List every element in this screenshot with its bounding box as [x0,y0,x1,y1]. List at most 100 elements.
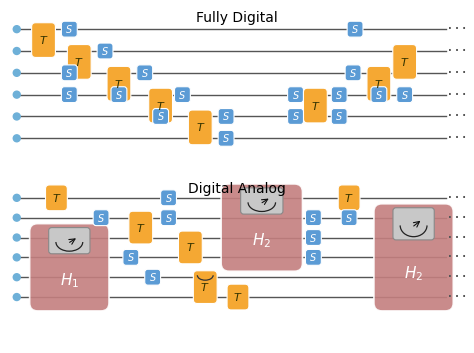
Text: $S$: $S$ [65,67,73,79]
FancyBboxPatch shape [129,211,153,244]
FancyBboxPatch shape [111,87,127,103]
FancyBboxPatch shape [67,44,91,79]
Text: $S$: $S$ [127,251,135,263]
FancyBboxPatch shape [338,185,360,211]
Text: $S$: $S$ [310,212,317,224]
Text: $S$: $S$ [65,23,73,35]
Text: $S$: $S$ [115,89,123,101]
FancyBboxPatch shape [331,108,347,124]
Text: $S$: $S$ [222,132,230,144]
Text: · · ·: · · · [448,272,466,282]
Text: $S$: $S$ [401,89,409,101]
Text: $S$: $S$ [349,67,357,79]
Text: · · ·: · · · [448,133,466,143]
FancyBboxPatch shape [46,185,67,211]
Text: · · ·: · · · [448,292,466,302]
FancyBboxPatch shape [161,190,176,206]
Circle shape [13,48,20,54]
Circle shape [13,91,20,98]
FancyBboxPatch shape [393,208,434,240]
Text: · · ·: · · · [448,68,466,78]
Text: $S$: $S$ [164,192,173,204]
FancyBboxPatch shape [62,87,77,103]
FancyBboxPatch shape [288,87,303,103]
Text: $T$: $T$ [136,222,146,234]
Text: $T$: $T$ [201,281,210,293]
FancyBboxPatch shape [174,87,191,103]
Text: · · ·: · · · [448,213,466,223]
Text: $S$: $S$ [164,212,173,224]
FancyBboxPatch shape [305,210,321,226]
FancyBboxPatch shape [374,204,453,311]
FancyBboxPatch shape [123,250,139,265]
FancyBboxPatch shape [341,210,357,226]
Text: $T$: $T$ [310,100,320,112]
Text: $S$: $S$ [179,89,186,101]
Text: $S$: $S$ [335,110,343,122]
Text: $S$: $S$ [375,89,383,101]
FancyBboxPatch shape [305,229,321,245]
FancyBboxPatch shape [193,271,217,304]
FancyBboxPatch shape [97,43,113,59]
Text: $T$: $T$ [156,100,165,112]
Text: $S$: $S$ [157,110,164,122]
Text: · · ·: · · · [448,233,466,243]
FancyBboxPatch shape [49,228,90,254]
FancyBboxPatch shape [371,87,387,103]
FancyBboxPatch shape [288,108,303,124]
Text: $T$: $T$ [114,78,124,90]
Circle shape [13,26,20,32]
Circle shape [13,195,20,201]
Text: $S$: $S$ [335,89,343,101]
Text: $T$: $T$ [233,291,243,303]
Circle shape [13,135,20,142]
FancyBboxPatch shape [241,188,283,214]
Text: $S$: $S$ [351,23,359,35]
FancyBboxPatch shape [347,21,363,37]
Text: · · ·: · · · [448,252,466,262]
FancyBboxPatch shape [62,21,77,37]
Text: $T$: $T$ [186,241,195,253]
Text: $H_1$: $H_1$ [60,271,79,290]
Text: · · ·: · · · [448,112,466,121]
FancyBboxPatch shape [179,231,202,264]
FancyBboxPatch shape [30,224,109,311]
Text: Fully Digital: Fully Digital [196,11,278,25]
FancyBboxPatch shape [153,108,169,124]
Text: $H_2$: $H_2$ [252,231,272,250]
Text: · · ·: · · · [448,90,466,100]
FancyBboxPatch shape [367,66,391,101]
FancyBboxPatch shape [221,184,302,271]
FancyBboxPatch shape [32,23,55,58]
Text: $S$: $S$ [65,89,73,101]
FancyBboxPatch shape [331,87,347,103]
FancyBboxPatch shape [218,108,234,124]
FancyBboxPatch shape [305,250,321,265]
Text: $S$: $S$ [292,89,300,101]
Text: $T$: $T$ [74,56,84,68]
Text: $S$: $S$ [345,212,353,224]
FancyBboxPatch shape [397,87,412,103]
Text: · · ·: · · · [448,46,466,56]
FancyBboxPatch shape [137,65,153,81]
FancyBboxPatch shape [93,210,109,226]
Text: $S$: $S$ [97,212,105,224]
FancyBboxPatch shape [227,284,249,310]
Text: $T$: $T$ [196,121,205,133]
Circle shape [13,274,20,281]
FancyBboxPatch shape [218,130,234,146]
Text: $S$: $S$ [149,271,156,283]
Text: $S$: $S$ [310,232,317,244]
Text: $T$: $T$ [52,192,61,204]
Text: · · ·: · · · [448,193,466,203]
FancyBboxPatch shape [145,269,161,285]
FancyBboxPatch shape [149,88,173,123]
FancyBboxPatch shape [62,65,77,81]
FancyBboxPatch shape [303,88,327,123]
Circle shape [13,294,20,300]
Text: $T$: $T$ [374,78,383,90]
Text: $H_2$: $H_2$ [404,264,423,283]
Text: $S$: $S$ [141,67,149,79]
Circle shape [13,254,20,261]
FancyBboxPatch shape [107,66,131,101]
